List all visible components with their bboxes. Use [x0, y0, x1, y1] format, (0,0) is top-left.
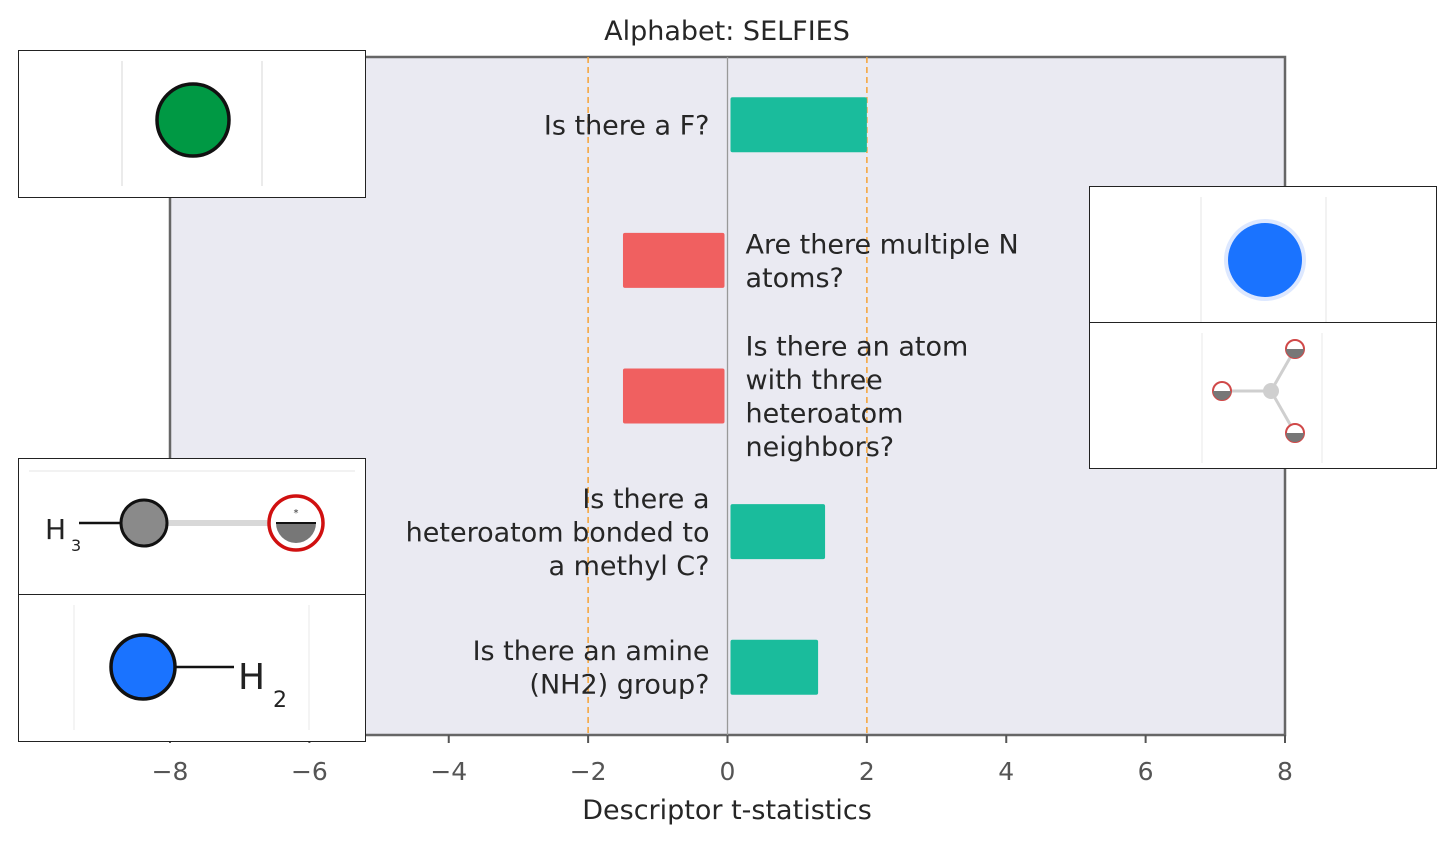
methyl-carbon-atom [119, 498, 169, 548]
x-tick-label: 8 [1277, 757, 1293, 786]
methyl-h-label: H [45, 513, 66, 546]
wildcard-atom-icon [1212, 381, 1232, 401]
x-tick-label: −6 [291, 757, 328, 786]
wildcard-atom-icon: * [267, 494, 325, 552]
bar-label: Is there an atom with three heteroatom neig… [746, 331, 969, 463]
bar [730, 97, 867, 153]
methyl-fragment-svg: H 3 * [29, 470, 355, 555]
nitrogen-atom [1228, 223, 1302, 297]
bar [622, 368, 725, 424]
x-tick-label: −4 [430, 757, 467, 786]
multiple-n-fragment-image [1089, 186, 1437, 324]
amine-nitrogen-atom [109, 633, 177, 701]
three-heteroatom-fragment-image [1089, 322, 1437, 469]
bar-label: Is there a heteroatom bonded to a methyl C… [406, 484, 710, 582]
bar-label: Is there an amine (NH2) group? [473, 636, 710, 701]
nitrogen-fragment-svg [1200, 197, 1327, 322]
bar [730, 504, 826, 560]
svg-text:*: * [294, 508, 299, 519]
wildcard-atom-icon [1285, 339, 1305, 359]
amine-fragment-image: H 2 [18, 594, 366, 742]
x-axis-label: Descriptor t-statistics [582, 795, 872, 826]
branch-fragment-svg [1201, 333, 1323, 463]
x-tick-label: 2 [859, 757, 875, 786]
amine-fragment-svg: H 2 [73, 605, 310, 730]
fluorine-fragment-image [18, 50, 366, 198]
bar [622, 232, 725, 288]
amine-h-label: H [238, 657, 265, 698]
chart-title: Alphabet: SELFIES [604, 16, 850, 47]
fluorine-atom [155, 82, 231, 158]
bar [730, 639, 819, 695]
x-tick-label: −2 [570, 757, 607, 786]
x-tick-label: −8 [152, 757, 189, 786]
methyl-h-subscript: 3 [71, 536, 81, 555]
methyl-fragment-image: H 3 * [18, 458, 366, 595]
x-tick-label: 0 [720, 757, 736, 786]
x-tick-label: 6 [1138, 757, 1154, 786]
fluorine-fragment-svg [121, 61, 263, 186]
bar-label: Is there a F? [544, 111, 710, 142]
wildcard-atom-icon [1285, 423, 1305, 443]
x-tick-label: 4 [998, 757, 1014, 786]
amine-h-subscript: 2 [273, 688, 287, 713]
